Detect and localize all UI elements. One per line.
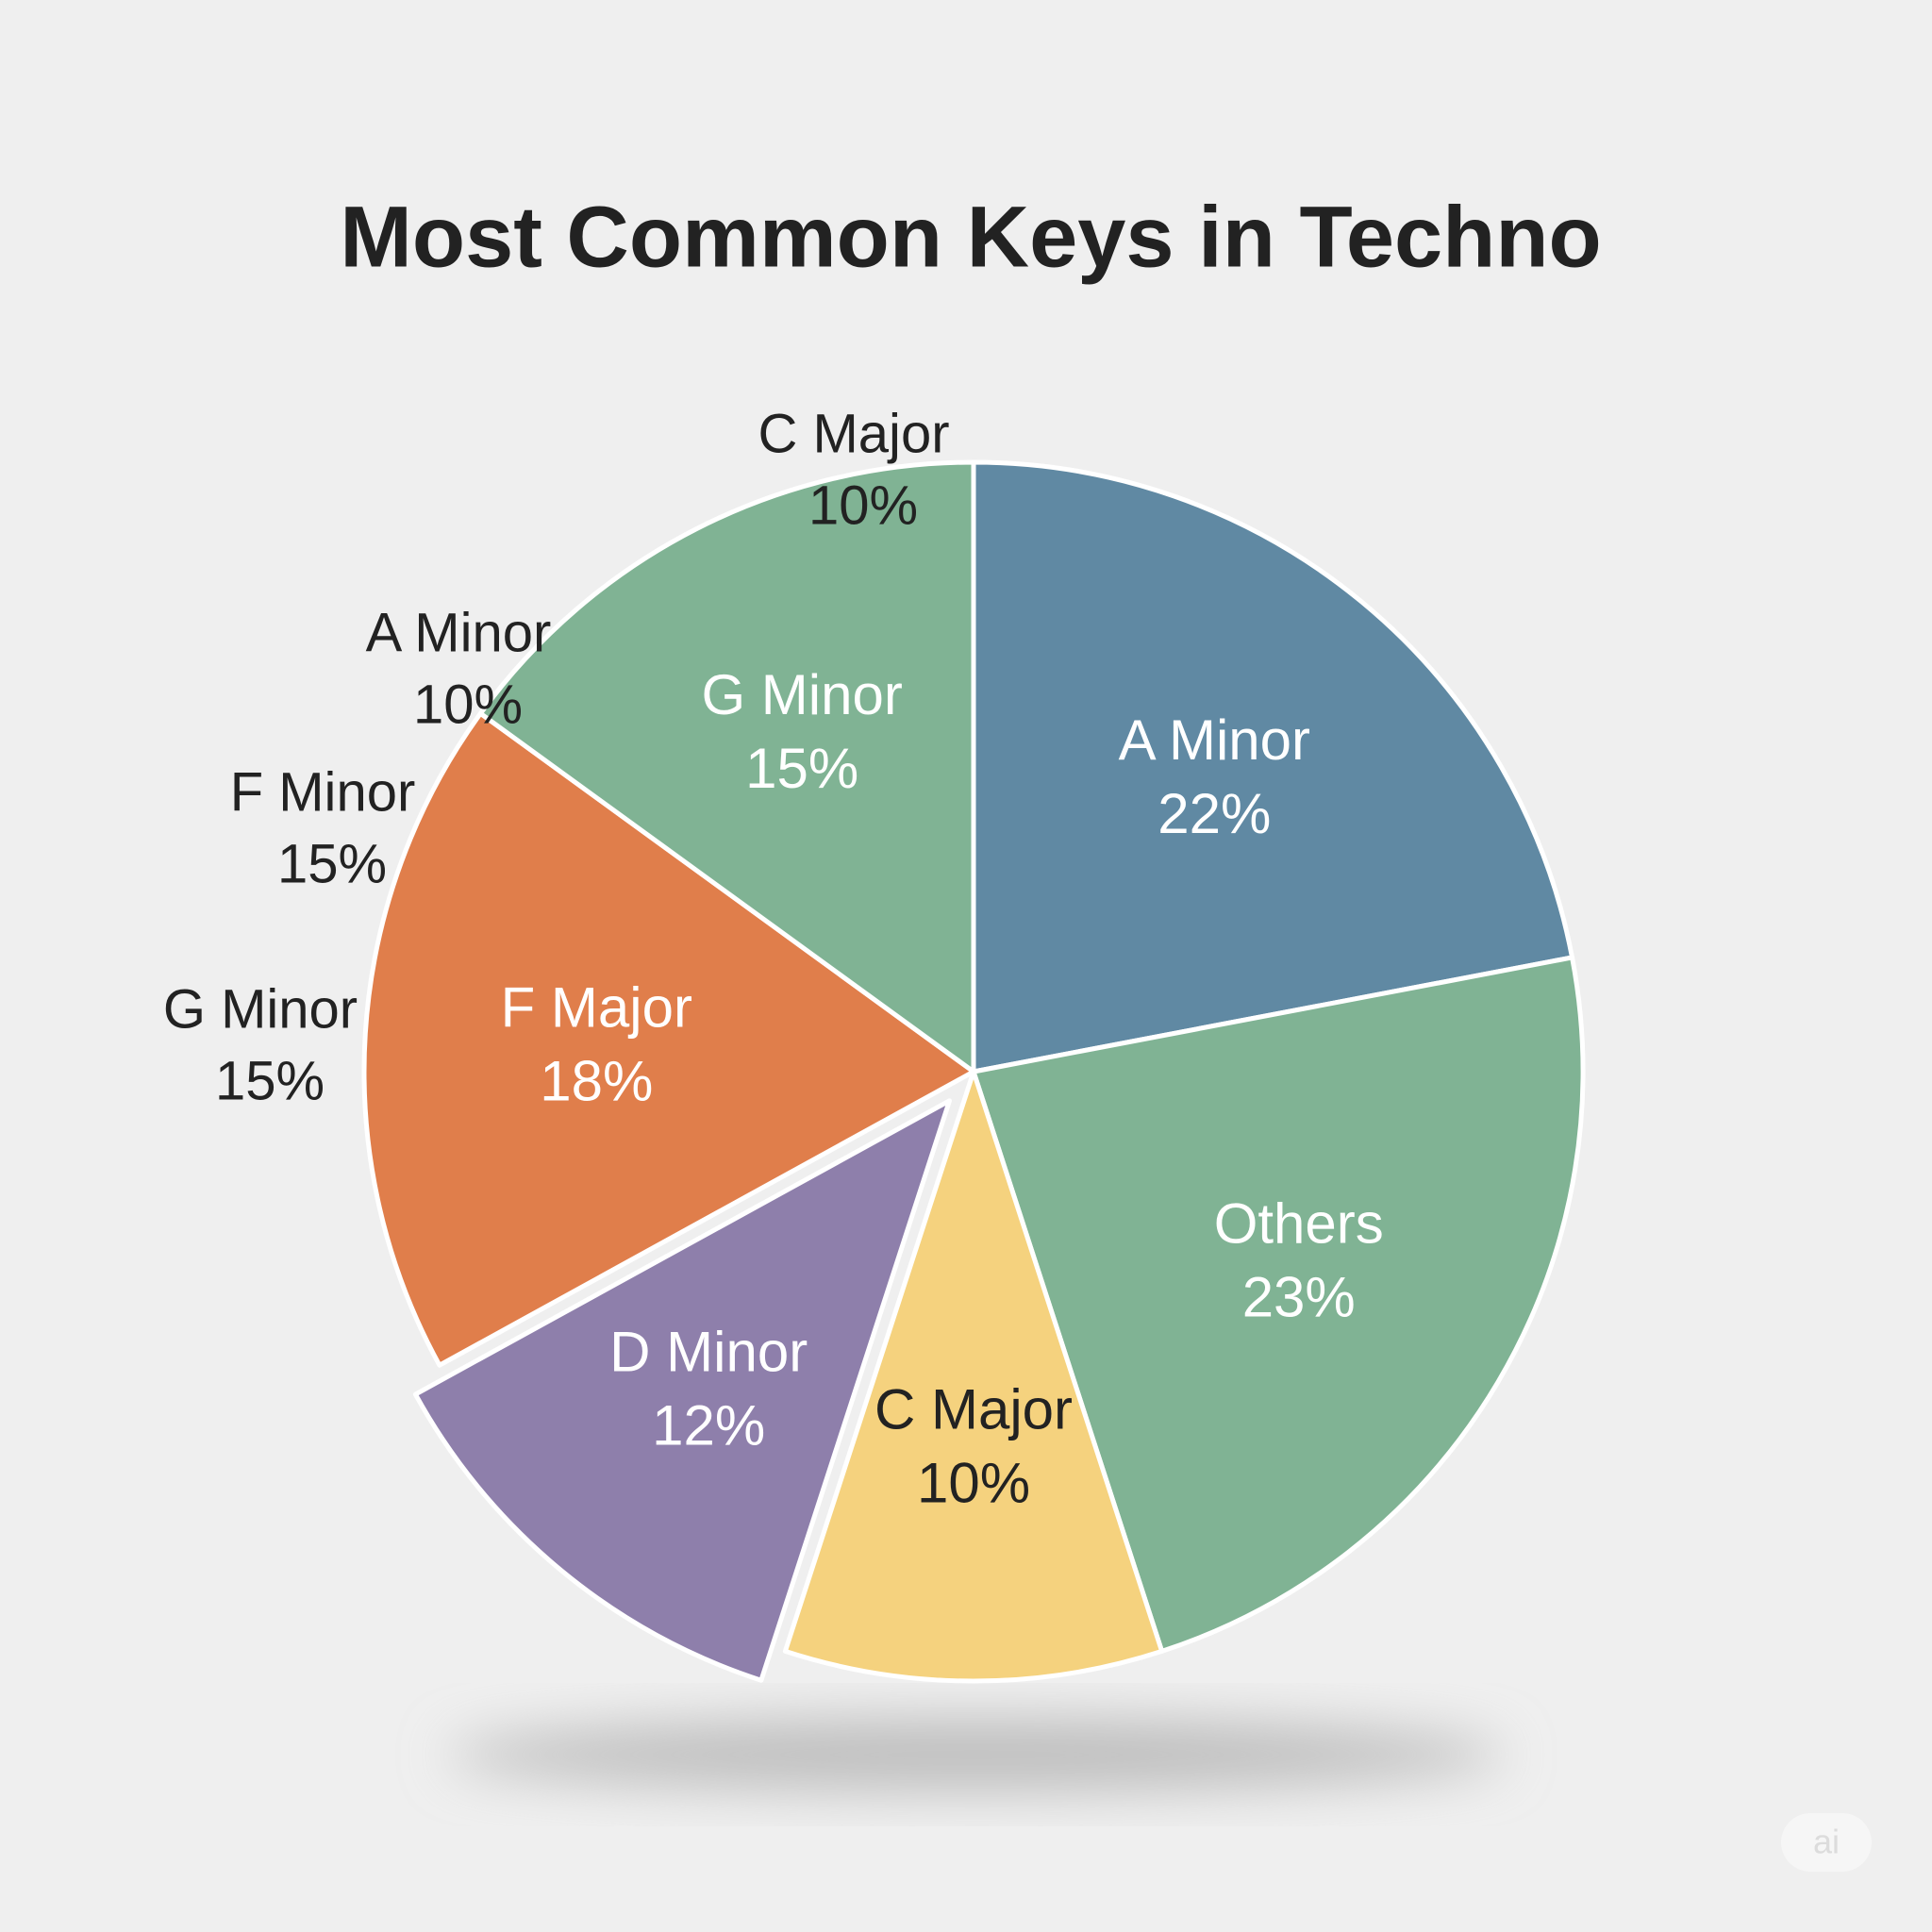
- pie-slice: [361, 710, 976, 1368]
- pie-slice: [971, 459, 1575, 1074]
- annotation-label: G Minor: [163, 978, 358, 1040]
- chart-title: Most Common Keys in Techno: [340, 189, 1602, 285]
- labels: A Minor 22% Others 23% C Major 10% D Minor 12% F…: [163, 403, 1384, 1514]
- pie-slice: [782, 1069, 1165, 1684]
- slice-label: F Major: [501, 976, 692, 1040]
- annotation-label: F Minor: [230, 761, 416, 823]
- annotation-value: 10%: [808, 475, 918, 536]
- annotation-value: 15%: [277, 833, 387, 894]
- slice-label: A Minor: [1119, 708, 1310, 772]
- annotation-value: 15%: [215, 1050, 325, 1111]
- watermark-badge: [1781, 1813, 1872, 1872]
- pie-slice: [477, 459, 976, 1074]
- pie-slice: [412, 1098, 952, 1683]
- pie-slice: [971, 955, 1586, 1654]
- slice-value-label: 22%: [1158, 782, 1271, 845]
- shadow: [448, 1719, 1505, 1790]
- pie: [361, 459, 1586, 1684]
- slice-label: Others: [1214, 1192, 1384, 1256]
- slice-value-label: 18%: [540, 1050, 653, 1113]
- slice-label: G Minor: [701, 663, 902, 726]
- watermark: ai: [1813, 1823, 1840, 1861]
- slice-value-label: 23%: [1242, 1266, 1356, 1329]
- slice-label: D Minor: [609, 1320, 808, 1383]
- annotation-value: 10%: [413, 674, 523, 735]
- slice-value-label: 15%: [745, 737, 858, 800]
- slice-label: C Major: [874, 1377, 1073, 1441]
- annotation-label: A Minor: [366, 602, 552, 663]
- annotation-label: C Major: [758, 403, 949, 464]
- slice-value-label: 12%: [652, 1393, 765, 1457]
- slice-value-label: 10%: [917, 1451, 1030, 1514]
